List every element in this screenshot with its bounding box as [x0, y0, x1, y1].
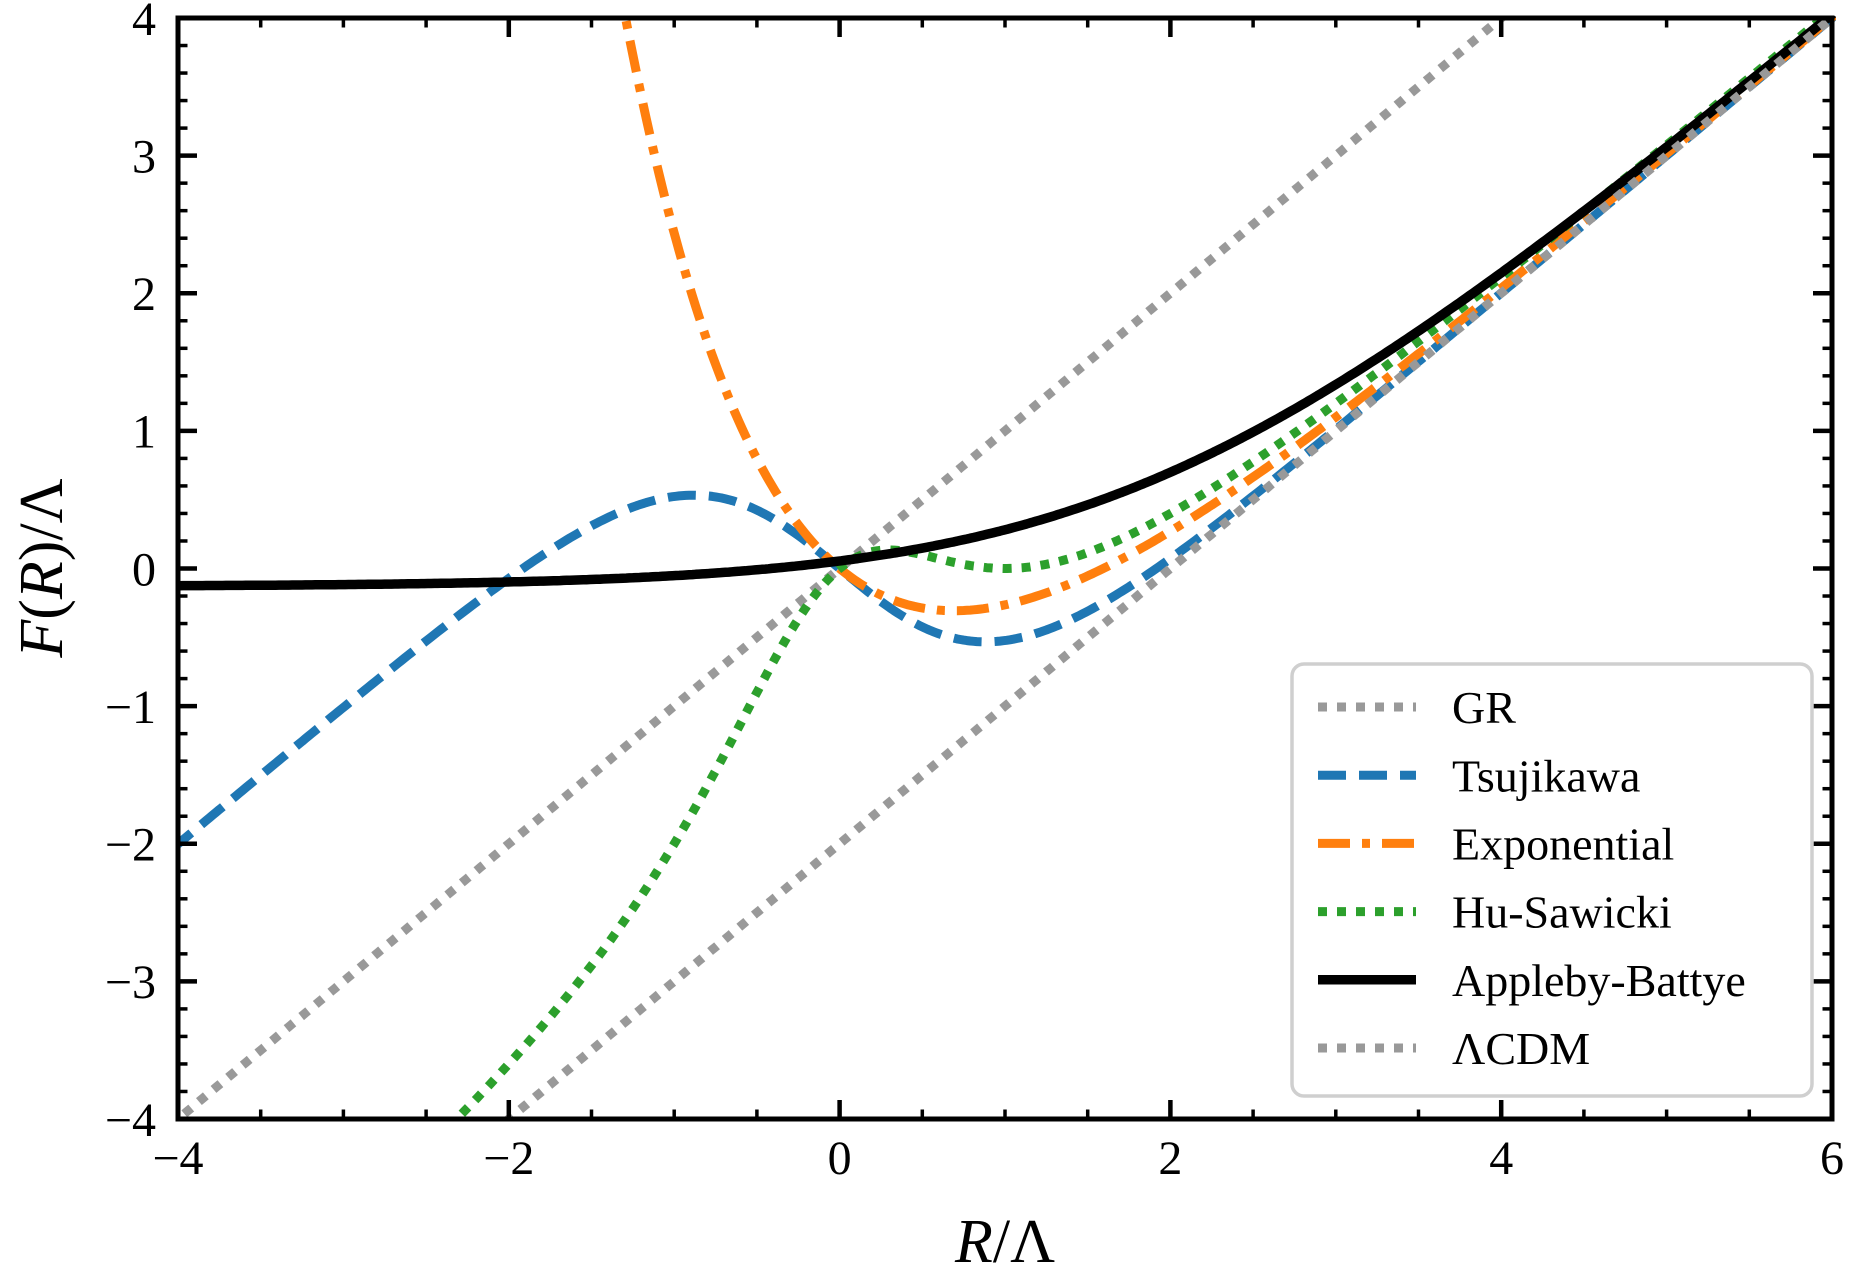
legend-box: [1290, 662, 1814, 1098]
y-tick-label: 0: [132, 543, 156, 596]
x-tick-label: 6: [1820, 1132, 1844, 1185]
y-tick-label: 2: [132, 268, 156, 321]
y-tick-label: −3: [105, 956, 156, 1009]
y-tick-label: 1: [132, 406, 156, 459]
y-tick-labels: −4 −3 −2 −1 0 1 2 3 4: [105, 0, 156, 1147]
curve-appleby-battye: [176, 16, 1836, 591]
legend: GR Tsujikawa Exponential Hu-Sawicki Appleby-…: [1290, 662, 1814, 1098]
x-tick-label: 2: [1158, 1132, 1182, 1185]
legend-item-exponential: Exponential: [1318, 819, 1674, 870]
x-tick-label: 4: [1489, 1132, 1513, 1185]
x-axis-label: R/Λ: [954, 1208, 1055, 1276]
legend-item--cdm: ΛCDM: [1318, 1023, 1590, 1074]
legend-item-label: GR: [1452, 682, 1516, 733]
legend-item-label: Tsujikawa: [1452, 750, 1640, 801]
y-tick-label: −2: [105, 819, 156, 872]
x-tick-label: 0: [828, 1132, 852, 1185]
legend-item-tsujikawa: Tsujikawa: [1318, 750, 1640, 801]
y-tick-label: 4: [132, 0, 156, 46]
curve-hu-sawicki: [448, 16, 1833, 1121]
x-tick-label: −4: [152, 1132, 203, 1185]
legend-item-label: Appleby-Battye: [1452, 955, 1746, 1006]
legend-item-appleby-battye: Appleby-Battye: [1318, 955, 1746, 1006]
legend-item-label: Exponential: [1452, 819, 1674, 870]
curve-gr: [176, 16, 1511, 1121]
x-tick-labels: −4 −2 0 2 4 6: [152, 1132, 1844, 1185]
y-tick-label: −1: [105, 681, 156, 734]
legend-item-label: ΛCDM: [1452, 1023, 1590, 1074]
legend-item-label: Hu-Sawicki: [1452, 887, 1672, 938]
y-tick-label: −4: [105, 1094, 156, 1147]
legend-item-gr: GR: [1318, 682, 1516, 733]
y-tick-label: 3: [132, 130, 156, 183]
curve--cdm: [499, 16, 1836, 1121]
curves-group: [176, 16, 1836, 1121]
x-tick-label: −2: [483, 1132, 534, 1185]
legend-item-hu-sawicki: Hu-Sawicki: [1318, 887, 1672, 938]
y-axis-label: F(R)/Λ: [8, 478, 76, 658]
plot-frame: [175, 15, 1835, 1122]
